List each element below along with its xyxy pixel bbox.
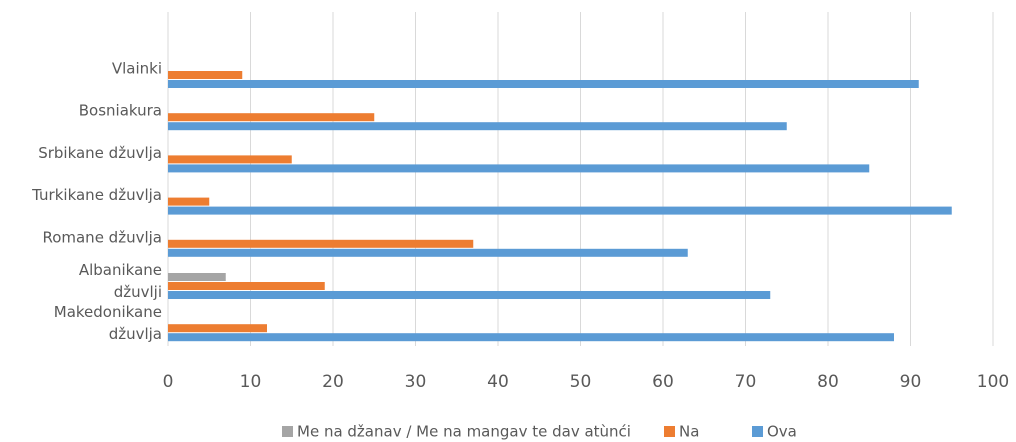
bar xyxy=(168,71,243,79)
y-tick-label: Makedonikane džuvlja xyxy=(54,303,162,343)
x-tick-label: 70 xyxy=(735,372,757,392)
bar xyxy=(168,122,787,131)
legend-label: Me na džanav / Me na mangav te dav atùnć… xyxy=(297,423,631,441)
bar xyxy=(168,324,267,333)
y-tick-label: Albanikane džuvlji xyxy=(79,261,162,301)
bar xyxy=(168,206,952,215)
bar xyxy=(168,155,292,164)
x-tick-label: 80 xyxy=(817,372,839,392)
y-tick-label: Vlainki xyxy=(112,60,162,78)
bar xyxy=(168,291,771,299)
y-tick-label: Romane džuvlja xyxy=(42,228,162,246)
x-tick-label: 60 xyxy=(652,372,674,392)
bar xyxy=(168,282,325,290)
bar xyxy=(168,248,688,257)
legend-label: Na xyxy=(679,423,699,441)
y-tick-label: Srbikane džuvlja xyxy=(38,144,162,162)
bar xyxy=(168,197,210,206)
x-tick-label: 100 xyxy=(977,372,1009,392)
x-tick-label: 0 xyxy=(163,372,174,392)
legend-label: Ova xyxy=(767,423,797,441)
legend-swatch xyxy=(664,426,675,437)
x-tick-label: 20 xyxy=(322,372,344,392)
bar xyxy=(168,273,226,281)
legend-swatch xyxy=(282,426,293,437)
bar xyxy=(168,113,375,122)
x-tick-label: 10 xyxy=(240,372,262,392)
x-tick-label: 90 xyxy=(900,372,922,392)
x-tick-label: 40 xyxy=(487,372,509,392)
bar xyxy=(168,80,919,88)
x-tick-label: 50 xyxy=(570,372,592,392)
bar xyxy=(168,239,474,248)
bar xyxy=(168,333,894,342)
legend-swatch xyxy=(752,426,763,437)
y-tick-label: Turkikane džuvlja xyxy=(31,186,162,204)
x-tick-label: 30 xyxy=(405,372,427,392)
bar xyxy=(168,164,870,173)
y-tick-label: Bosniakura xyxy=(79,102,162,120)
